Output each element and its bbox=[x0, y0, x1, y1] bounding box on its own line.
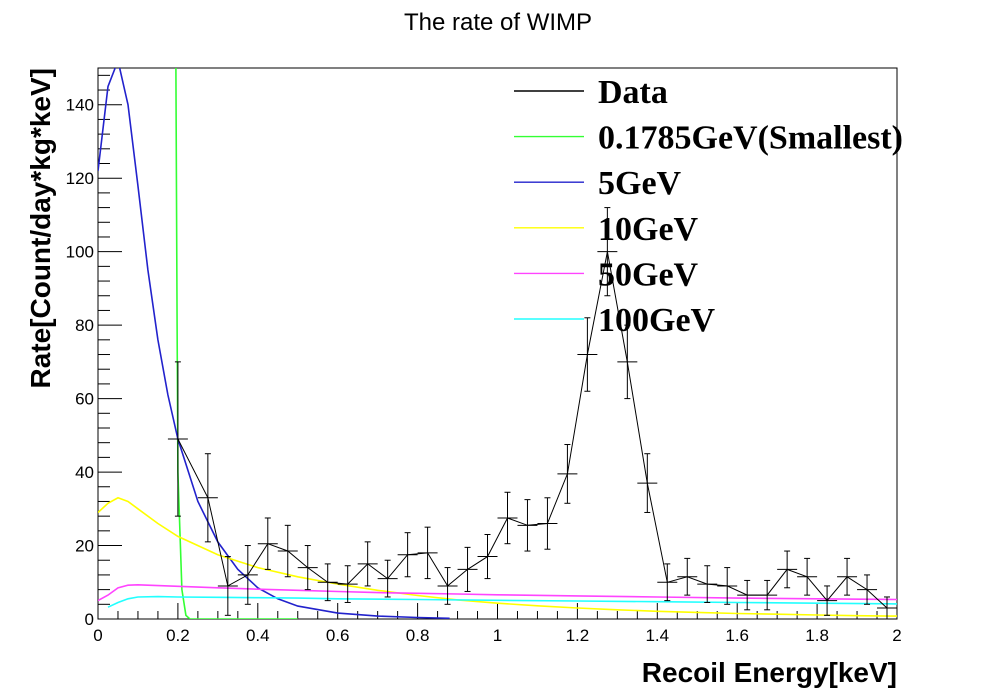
data-point bbox=[697, 565, 718, 603]
data-point bbox=[477, 534, 498, 580]
y-tick-label: 60 bbox=[75, 390, 94, 409]
curve-series-1 bbox=[98, 68, 450, 619]
x-tick-label: 1.4 bbox=[645, 626, 669, 645]
data-point bbox=[517, 499, 538, 552]
y-axis-title: Rate[Count/day*kg*keV] bbox=[25, 68, 56, 389]
x-tick-label: 1.8 bbox=[805, 626, 829, 645]
y-axis-ticks bbox=[98, 74, 122, 620]
data-point bbox=[617, 324, 638, 400]
data-line bbox=[177, 251, 888, 609]
data-point bbox=[257, 517, 278, 570]
x-tick-label: 0 bbox=[93, 626, 102, 645]
data-point bbox=[167, 361, 188, 517]
legend-item: 10GeV bbox=[514, 211, 699, 248]
data-point bbox=[217, 556, 238, 616]
data-point bbox=[297, 545, 318, 591]
y-tick-label: 120 bbox=[66, 169, 94, 188]
data-point bbox=[197, 453, 218, 543]
data-point bbox=[237, 545, 258, 605]
y-tick-label: 40 bbox=[75, 463, 94, 482]
y-tick-label: 80 bbox=[75, 316, 94, 335]
data-point bbox=[437, 567, 458, 605]
x-tick-label: 0.8 bbox=[406, 626, 430, 645]
legend-label: Data bbox=[598, 74, 668, 111]
data-point bbox=[337, 565, 358, 603]
x-tick-label: 1.2 bbox=[566, 626, 590, 645]
curve-series-3 bbox=[98, 583, 897, 602]
x-tick-label: 1 bbox=[493, 626, 502, 645]
data-point bbox=[637, 453, 658, 513]
data-point bbox=[317, 563, 338, 602]
data-point bbox=[397, 532, 418, 578]
data-point bbox=[597, 207, 618, 297]
x-tick-label: 0.6 bbox=[326, 626, 350, 645]
y-tick-label: 20 bbox=[75, 537, 94, 556]
legend-label: 10GeV bbox=[598, 211, 699, 248]
data-point bbox=[877, 596, 897, 619]
legend: Data 0.1785GeV(Smallest) 5GeV 10GeV 50GeV 100… bbox=[514, 74, 903, 339]
x-axis-tick-labels: 0 0.2 0.4 0.6 0.8 1 1.2 1.4 1.6 1.8 2 bbox=[93, 626, 901, 645]
legend-label: 0.1785GeV(Smallest) bbox=[598, 120, 903, 157]
legend-item: 50GeV bbox=[514, 256, 699, 293]
chart-title: The rate of WIMP bbox=[404, 9, 592, 36]
x-tick-label: 0.2 bbox=[166, 626, 190, 645]
data-point bbox=[537, 497, 558, 550]
data-point bbox=[777, 550, 798, 589]
y-tick-label: 100 bbox=[66, 243, 94, 262]
data-point bbox=[657, 563, 678, 602]
data-point bbox=[577, 317, 598, 392]
data-point bbox=[277, 524, 298, 578]
data-point bbox=[457, 546, 478, 592]
x-axis-title: Recoil Energy[keV] bbox=[642, 657, 897, 688]
data-point bbox=[717, 567, 738, 605]
y-tick-label: 140 bbox=[66, 96, 94, 115]
x-tick-label: 0.4 bbox=[246, 626, 270, 645]
curve-series-0 bbox=[175, 68, 298, 619]
legend-item: 5GeV bbox=[514, 165, 682, 202]
legend-label: 5GeV bbox=[598, 165, 682, 202]
data-point bbox=[677, 557, 698, 596]
data-point bbox=[377, 559, 398, 598]
data-point bbox=[817, 585, 838, 616]
data-point bbox=[417, 526, 438, 580]
y-axis-tick-labels: 0 20 40 60 80 100 120 140 bbox=[66, 96, 94, 629]
curve-series-4 bbox=[107, 595, 897, 608]
legend-label: 100GeV bbox=[598, 302, 716, 339]
data-point bbox=[797, 557, 818, 596]
data-point bbox=[837, 557, 858, 596]
data-point bbox=[737, 579, 758, 611]
model-curves bbox=[98, 68, 897, 619]
x-axis-ticks bbox=[97, 603, 898, 619]
x-tick-label: 2 bbox=[892, 626, 901, 645]
data-point bbox=[357, 541, 378, 587]
data-point bbox=[757, 579, 778, 611]
data-point bbox=[857, 574, 878, 605]
data-points bbox=[167, 207, 897, 619]
legend-item: Data bbox=[514, 74, 668, 111]
data-point bbox=[497, 491, 518, 545]
legend-item: 100GeV bbox=[514, 302, 716, 339]
x-tick-label: 1.6 bbox=[725, 626, 749, 645]
legend-label: 50GeV bbox=[598, 256, 699, 293]
legend-item: 0.1785GeV(Smallest) bbox=[514, 120, 903, 157]
data-point bbox=[557, 444, 578, 504]
y-tick-label: 0 bbox=[85, 610, 94, 629]
curve-series-2 bbox=[98, 496, 897, 617]
